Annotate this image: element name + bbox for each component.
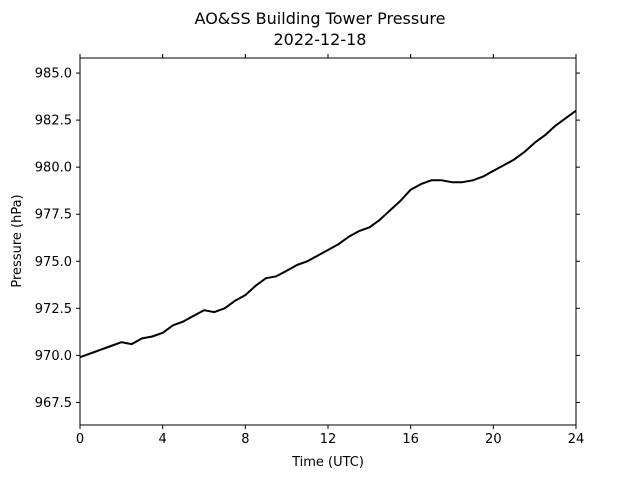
- x-axis-label: Time (UTC): [291, 455, 364, 470]
- y-tick-label: 972.5: [35, 302, 72, 317]
- chart-subtitle: 2022-12-18: [274, 30, 367, 49]
- x-tick-label: 16: [402, 432, 419, 447]
- plot-area: [79, 109, 577, 359]
- y-tick-label: 967.5: [35, 396, 72, 411]
- x-tick-label: 20: [485, 432, 502, 447]
- x-tick-label: 4: [159, 432, 167, 447]
- x-tick-label: 8: [241, 432, 249, 447]
- x-tick-label: 24: [568, 432, 585, 447]
- y-tick-label: 970.0: [35, 349, 72, 364]
- x-tick-label: 12: [320, 432, 337, 447]
- y-tick-label: 980.0: [35, 161, 72, 176]
- series-line: [79, 109, 577, 359]
- chart-title: AO&SS Building Tower Pressure: [195, 9, 446, 28]
- y-tick-label: 977.5: [35, 208, 72, 223]
- y-tick-label: 975.0: [35, 255, 72, 270]
- x-tick-label: 0: [76, 432, 84, 447]
- y-tick-label: 985.0: [35, 67, 72, 82]
- axes-frame: [79, 57, 577, 426]
- axes: 0 4 8 12 16 20 24 967.5 970.0 972.5 975.0 977.5 980.…: [35, 54, 584, 447]
- y-tick-label: 982.5: [35, 114, 72, 129]
- y-axis-label: Pressure (hPa): [10, 194, 25, 287]
